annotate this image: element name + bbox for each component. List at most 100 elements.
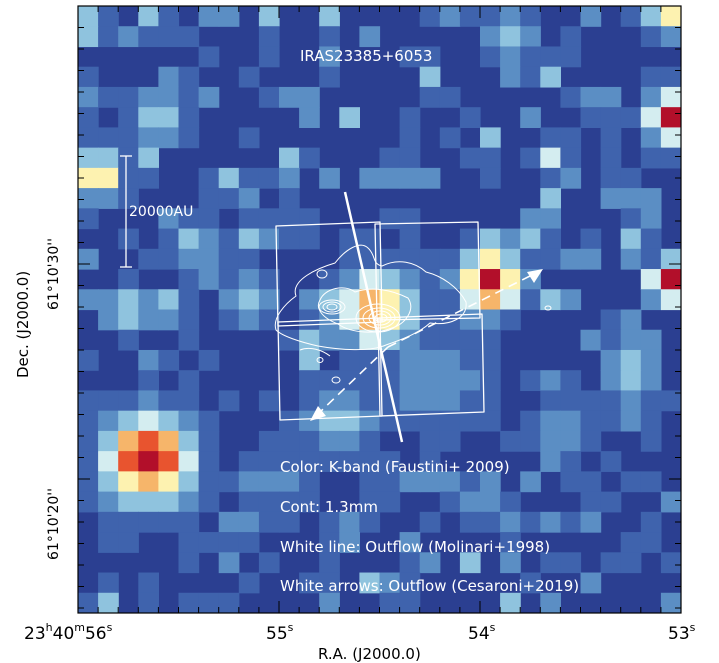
image-pixel: [238, 451, 260, 472]
image-pixel: [158, 248, 180, 270]
image-pixel: [319, 329, 340, 351]
image-pixel: [660, 6, 681, 27]
image-pixel: [399, 390, 421, 412]
image-pixel: [640, 107, 662, 128]
image-pixel: [359, 248, 381, 270]
image-pixel: [339, 289, 360, 311]
image-pixel: [640, 430, 662, 452]
image-pixel: [620, 390, 642, 412]
image-pixel: [459, 228, 481, 250]
image-pixel: [319, 46, 340, 68]
image-pixel: [238, 66, 260, 88]
image-pixel: [118, 410, 139, 432]
image-pixel: [138, 572, 159, 594]
image-pixel: [158, 471, 180, 493]
image-pixel: [640, 370, 662, 392]
image-pixel: [138, 390, 159, 412]
image-pixel: [238, 167, 260, 189]
image-pixel: [98, 491, 119, 513]
image-pixel: [660, 390, 681, 412]
image-pixel: [98, 167, 119, 189]
image-pixel: [118, 430, 139, 452]
image-pixel: [580, 471, 602, 493]
image-pixel: [620, 309, 642, 331]
image-pixel: [399, 228, 421, 250]
image-pixel: [78, 289, 99, 311]
image-pixel: [158, 6, 180, 27]
image-pixel: [580, 228, 602, 250]
image-pixel: [399, 572, 421, 594]
image-pixel: [620, 6, 642, 27]
image-pixel: [439, 127, 461, 149]
image-pixel: [600, 390, 622, 412]
image-pixel: [399, 107, 421, 128]
image-pixel: [459, 390, 481, 412]
image-pixel: [158, 228, 180, 250]
image-pixel: [258, 46, 280, 68]
image-pixel: [339, 269, 360, 290]
image-pixel: [640, 208, 662, 230]
image-pixel: [238, 248, 260, 270]
image-pixel: [258, 430, 280, 452]
image-pixel: [258, 451, 280, 472]
image-pixel: [118, 451, 139, 472]
image-pixel: [379, 491, 401, 513]
image-pixel: [540, 410, 561, 432]
image-pixel: [600, 147, 622, 169]
image-pixel: [359, 370, 381, 392]
image-pixel: [379, 269, 401, 290]
legend-line-1: Color: K-band (Faustini+ 2009): [280, 458, 510, 476]
image-pixel: [299, 289, 320, 311]
image-pixel: [379, 471, 401, 493]
image-pixel: [78, 471, 99, 493]
image-pixel: [198, 228, 220, 250]
image-pixel: [198, 451, 220, 472]
image-pixel: [178, 410, 200, 432]
image-pixel: [138, 127, 159, 149]
image-pixel: [98, 471, 119, 493]
image-pixel: [520, 66, 541, 88]
image-pixel: [419, 370, 441, 392]
image-pixel: [439, 329, 461, 351]
image-pixel: [439, 491, 461, 513]
image-pixel: [118, 86, 139, 108]
image-pixel: [198, 491, 220, 513]
image-pixel: [480, 248, 501, 270]
image-pixel: [580, 248, 602, 270]
image-pixel: [459, 511, 481, 533]
image-pixel: [500, 6, 521, 27]
image-pixel: [238, 491, 260, 513]
image-pixel: [459, 349, 481, 371]
overlay-layer: [120, 155, 552, 443]
image-pixel: [620, 329, 642, 351]
image-pixel: [258, 228, 280, 250]
image-pixel: [198, 248, 220, 270]
image-pixel: [178, 86, 200, 108]
image-pixel: [158, 511, 180, 533]
image-pixel: [98, 188, 119, 209]
image-pixel: [480, 26, 501, 48]
image-pixel: [439, 269, 461, 290]
image-pixel: [419, 471, 441, 493]
image-pixel: [439, 289, 461, 311]
image-pixel: [158, 86, 180, 108]
image-pixel: [480, 390, 501, 412]
image-pixel: [620, 410, 642, 432]
image-pixel: [660, 269, 681, 290]
image-pixel: [118, 471, 139, 493]
image-pixel: [459, 471, 481, 493]
y-tick-label-2: 61°10'20'': [46, 488, 62, 560]
axis-ticks: [77, 5, 681, 613]
image-pixel: [459, 248, 481, 270]
image-pixel: [620, 188, 642, 209]
image-pixel: [540, 451, 561, 472]
image-pixel: [660, 127, 681, 149]
image-pixel: [540, 228, 561, 250]
image-pixel: [138, 107, 159, 128]
image-pixel: [379, 147, 401, 169]
field-box-2: [374, 221, 481, 321]
image-pixel: [258, 289, 280, 311]
image-pixel: [459, 370, 481, 392]
image-pixel: [620, 107, 642, 128]
